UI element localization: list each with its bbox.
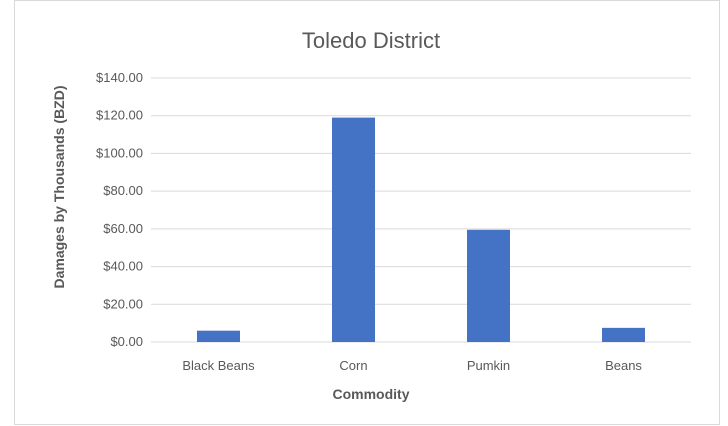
x-tick-labels: Black Beans Corn Pumkin Beans <box>182 358 642 373</box>
bar-chart: Toledo District $0.00$20.00$40.00$60.00$… <box>51 28 691 402</box>
gridlines <box>151 77 691 343</box>
x-axis-label: Commodity <box>333 386 410 402</box>
x-tick-label: Black Beans <box>182 358 255 373</box>
bar-pumkin <box>467 229 510 342</box>
bars <box>197 117 645 342</box>
y-tick-label: $40.00 <box>103 259 143 274</box>
y-tick-label: $140.00 <box>96 70 143 85</box>
y-tick-label: $100.00 <box>96 145 143 160</box>
x-tick-label: Beans <box>605 358 642 373</box>
y-tick-label: $80.00 <box>103 183 143 198</box>
y-tick-label: $60.00 <box>103 221 143 236</box>
y-tick-labels: $0.00 $20.00 $40.00 $60.00 $80.00 $100.00 $120… <box>96 70 143 349</box>
chart-area: Toledo District $0.00 $20.00 $40.00 $60.00 $… <box>14 0 720 425</box>
x-tick-label: Pumkin <box>467 358 510 373</box>
bar-beans <box>602 327 645 342</box>
bar-black-beans <box>197 330 240 342</box>
y-axis-label: Damages by Thousands (BZD) <box>51 85 67 288</box>
chart-title: Toledo District <box>302 28 440 53</box>
y-tick-label: $120.00 <box>96 108 143 123</box>
bar-corn <box>332 117 375 342</box>
y-tick-label: $20.00 <box>103 296 143 311</box>
y-tick-label: $0.00 <box>110 334 143 349</box>
x-tick-label: Corn <box>339 358 367 373</box>
